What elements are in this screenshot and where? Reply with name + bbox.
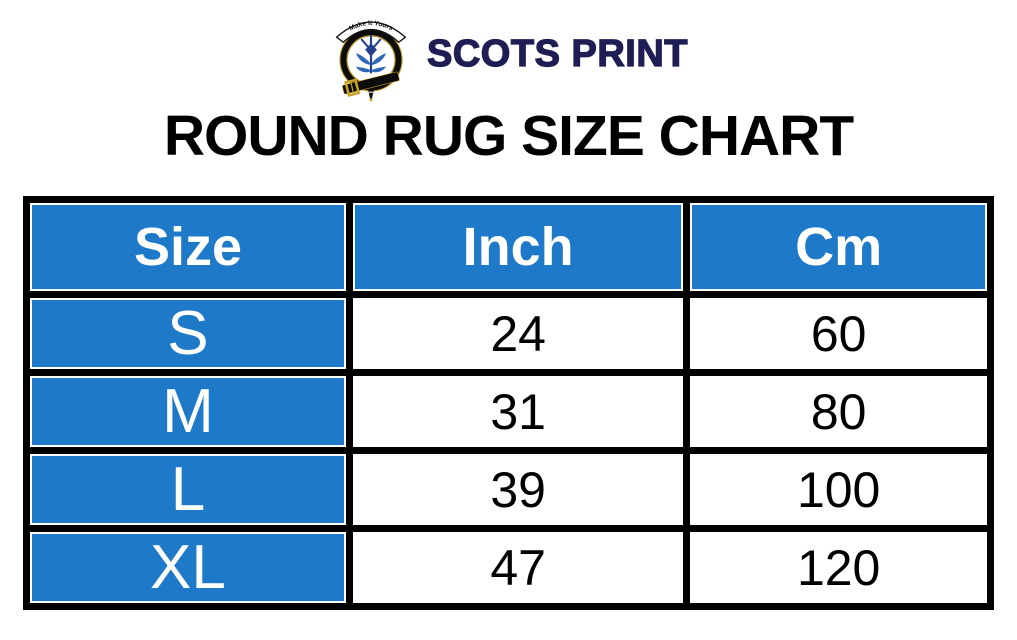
table-row: S 24 60 xyxy=(23,291,994,376)
crest-banner: Make It Yours xyxy=(335,20,407,43)
brand-header: Make It Yours SCOTS PRINT xyxy=(0,0,1017,102)
cm-cell-m: 80 xyxy=(683,369,994,454)
scots-print-crest-icon: Make It Yours xyxy=(335,20,407,102)
size-cell-m: M xyxy=(23,369,353,454)
inch-cell-m: 31 xyxy=(345,369,691,454)
column-header-inch: Inch xyxy=(345,196,691,298)
crest-belt-strap xyxy=(342,71,400,97)
inch-cell-s: 24 xyxy=(345,291,691,376)
size-cell-xl: XL xyxy=(23,525,353,610)
header-row: Size Inch Cm xyxy=(23,196,994,298)
cm-cell-l: 100 xyxy=(683,447,994,532)
size-chart-table: Size Inch Cm S 24 60 M 31 80 L 39 100 xyxy=(23,196,994,610)
page-title: ROUND RUG SIZE CHART xyxy=(163,104,854,168)
inch-cell-l: 39 xyxy=(345,447,691,532)
cm-cell-xl: 120 xyxy=(683,525,994,610)
column-header-size: Size xyxy=(23,196,353,298)
table-row: XL 47 120 xyxy=(23,525,994,610)
brand-name: SCOTS PRINT xyxy=(426,32,688,75)
thistle-icon xyxy=(355,35,387,74)
table-row: L 39 100 xyxy=(23,447,994,532)
table-row: M 31 80 xyxy=(23,369,994,454)
cm-cell-s: 60 xyxy=(683,291,994,376)
column-header-cm: Cm xyxy=(683,196,994,298)
size-cell-s: S xyxy=(23,291,353,376)
size-cell-l: L xyxy=(23,447,353,532)
inch-cell-xl: 47 xyxy=(345,525,691,610)
crest-tail xyxy=(368,89,374,102)
